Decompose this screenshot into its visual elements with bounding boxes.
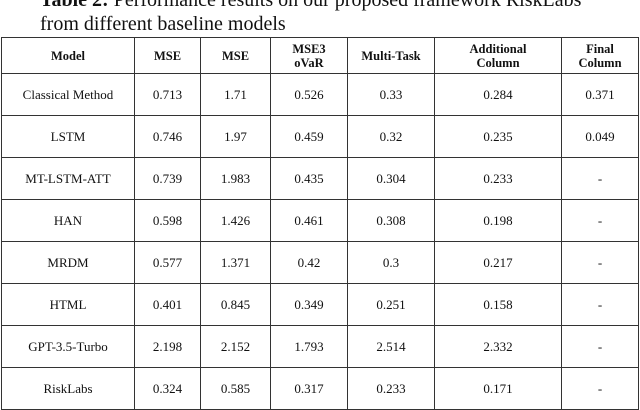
value-cell: 0.235	[434, 115, 562, 158]
value-cell: 0.349	[270, 283, 348, 326]
model-cell: LSTM	[1, 115, 135, 158]
value-cell: 0.284	[434, 73, 562, 116]
value-cell: 0.746	[134, 115, 201, 158]
table-row: HAN 0.598 1.426 0.461 0.308 0.198-	[1, 199, 639, 242]
value-cell: -	[561, 157, 639, 200]
model-cell: MT-LSTM-ATT	[1, 157, 135, 200]
value-cell: -	[561, 283, 639, 326]
value-cell: 0.3	[347, 241, 435, 284]
value-cell: 0.401	[134, 283, 201, 326]
header-cell: Model	[1, 37, 135, 74]
value-cell: 1.71	[200, 73, 271, 116]
value-cell: 0.739	[134, 157, 201, 200]
model-cell: MRDM	[1, 241, 135, 284]
table-row: LSTM 0.746 1.97 0.459 0.32 0.235 0.049	[1, 115, 639, 158]
value-cell: -	[561, 199, 639, 242]
header-cell: MSE	[200, 37, 271, 74]
caption: Table 2: Performance results on our prop…	[40, 0, 600, 36]
value-cell: 0.526	[270, 73, 348, 116]
header-cell: MSE	[134, 37, 201, 74]
header-cell: Multi-Task	[347, 37, 435, 74]
model-cell: RiskLabs	[1, 367, 135, 410]
table-row: GPT-3.5-Turbo 2.198 2.152 1.793 2.514 2.332-	[1, 325, 639, 368]
table-row: RiskLabs 0.324 0.585 0.317 0.233 0.171-	[1, 367, 639, 410]
value-cell: 0.308	[347, 199, 435, 242]
value-cell: 2.514	[347, 325, 435, 368]
table-row: MRDM 0.577 1.371 0.42 0.3 0.217-	[1, 241, 639, 284]
header-row: Model MSE MSE MSE3 oVaR Multi-Task Additional…	[1, 37, 639, 74]
value-cell: 0.585	[200, 367, 271, 410]
value-cell: 0.459	[270, 115, 348, 158]
value-cell: 0.158	[434, 283, 562, 326]
model-cell: HAN	[1, 199, 135, 242]
value-cell: 0.577	[134, 241, 201, 284]
value-cell: 0.33	[347, 73, 435, 116]
table-head: Model MSE MSE MSE3 oVaR Multi-Task Additional…	[1, 37, 639, 74]
value-cell: 0.198	[434, 199, 562, 242]
caption-label: Table 2:	[40, 0, 109, 11]
model-cell: GPT-3.5-Turbo	[1, 325, 135, 368]
header-cell: Final Column	[561, 37, 639, 74]
value-cell: 0.42	[270, 241, 348, 284]
table-row: MT-LSTM-ATT 0.739 1.983 0.435 0.304 0.233-	[1, 157, 639, 200]
value-cell: 0.845	[200, 283, 271, 326]
value-cell: 1.371	[200, 241, 271, 284]
header-cell: Additional Column	[434, 37, 562, 74]
value-cell: -	[561, 325, 639, 368]
value-cell: 0.233	[434, 157, 562, 200]
value-cell: 0.049	[561, 115, 639, 158]
value-cell: 0.435	[270, 157, 348, 200]
model-cell: Classical Method	[1, 73, 135, 116]
value-cell: -	[561, 241, 639, 284]
value-cell: -	[561, 367, 639, 410]
value-cell: 1.983	[200, 157, 271, 200]
table-row: HTML 0.401 0.845 0.349 0.251 0.158-	[1, 283, 639, 326]
value-cell: 0.304	[347, 157, 435, 200]
value-cell: 0.317	[270, 367, 348, 410]
value-cell: 2.152	[200, 325, 271, 368]
value-cell: 0.461	[270, 199, 348, 242]
value-cell: 1.793	[270, 325, 348, 368]
value-cell: 2.332	[434, 325, 562, 368]
table-body: Classical Method 0.713 1.71 0.526 0.33 0.284 0…	[1, 73, 639, 410]
value-cell: 0.713	[134, 73, 201, 116]
value-cell: 0.251	[347, 283, 435, 326]
value-cell: 0.32	[347, 115, 435, 158]
value-cell: 0.324	[134, 367, 201, 410]
value-cell: 2.198	[134, 325, 201, 368]
value-cell: 0.233	[347, 367, 435, 410]
value-cell: 0.171	[434, 367, 562, 410]
value-cell: 1.426	[200, 199, 271, 242]
value-cell: 0.598	[134, 199, 201, 242]
model-cell: HTML	[1, 283, 135, 326]
header-cell: MSE3 oVaR	[270, 37, 348, 74]
value-cell: 0.217	[434, 241, 562, 284]
value-cell: 1.97	[200, 115, 271, 158]
results-table: Model MSE MSE MSE3 oVaR Multi-Task Additional…	[1, 37, 639, 410]
caption-text: Performance results on our proposed fram…	[40, 0, 582, 35]
value-cell: 0.371	[561, 73, 639, 116]
table-row: Classical Method 0.713 1.71 0.526 0.33 0.284 0…	[1, 73, 639, 116]
